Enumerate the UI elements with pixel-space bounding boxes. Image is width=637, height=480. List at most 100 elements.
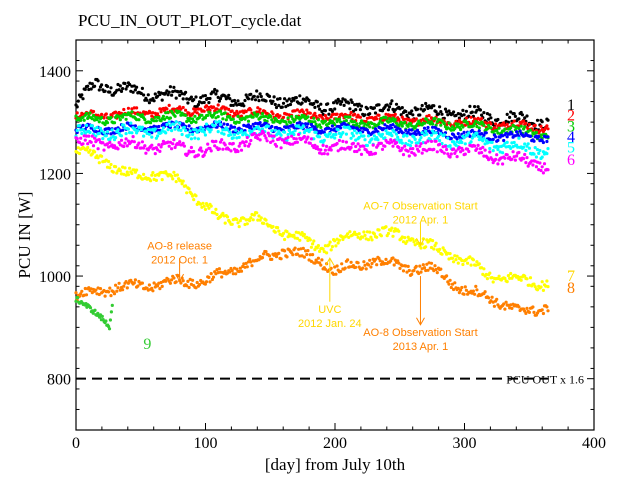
data-point-series-4	[133, 124, 137, 128]
data-point-series-6	[91, 144, 96, 148]
data-point-series-2	[184, 108, 188, 112]
data-point-series-4	[496, 138, 500, 142]
data-point-series-2	[204, 104, 209, 108]
data-point-series-4	[393, 125, 397, 129]
data-point-series-5	[348, 127, 352, 131]
data-point-series-6	[171, 142, 175, 146]
data-point-series-2	[195, 111, 199, 115]
data-point-series-7	[93, 150, 97, 154]
data-point-series-8	[295, 252, 299, 256]
data-point-series-5	[266, 124, 270, 128]
data-point-series-4	[502, 138, 506, 143]
data-point-series-5	[286, 132, 290, 137]
data-point-series-7	[130, 171, 134, 176]
data-point-series-1	[333, 107, 337, 111]
data-point-series-5	[202, 130, 206, 134]
data-point-series-8	[126, 281, 130, 285]
data-point-series-1	[323, 109, 327, 113]
data-point-series-5	[83, 131, 87, 135]
data-point-series-5	[407, 139, 411, 143]
data-point-series-7	[179, 179, 183, 183]
data-point-series-5	[484, 138, 488, 143]
data-point-series-1	[208, 96, 212, 101]
data-point-series-1	[186, 101, 190, 105]
data-point-series-3	[391, 116, 395, 120]
data-point-series-1	[259, 94, 263, 99]
data-point-series-6	[445, 147, 449, 152]
data-point-series-8	[108, 286, 112, 290]
data-point-series-4	[462, 130, 466, 134]
data-point-series-3	[313, 120, 317, 124]
data-point-series-9	[91, 311, 95, 315]
data-point-series-4	[434, 126, 438, 130]
data-point-series-7	[86, 145, 90, 150]
data-point-series-1	[480, 113, 484, 117]
data-point-series-1	[485, 112, 489, 116]
data-point-series-8	[384, 257, 388, 261]
data-point-series-6	[413, 153, 417, 157]
data-point-series-5	[477, 138, 481, 142]
data-point-series-7	[318, 249, 322, 253]
data-point-series-4	[383, 123, 387, 127]
data-point-series-1	[400, 106, 404, 110]
data-point-series-3	[157, 116, 161, 120]
data-point-series-5	[225, 128, 230, 132]
data-point-series-8	[313, 261, 317, 265]
data-point-series-4	[230, 125, 234, 129]
data-point-series-8	[340, 262, 344, 266]
data-point-series-8	[368, 258, 372, 262]
data-point-series-8	[204, 280, 209, 284]
data-point-series-8	[277, 251, 281, 255]
data-point-series-6	[306, 135, 310, 139]
data-point-series-6	[239, 148, 244, 152]
data-point-series-3	[344, 119, 348, 123]
data-point-series-7	[123, 166, 127, 170]
data-point-series-2	[353, 112, 357, 116]
data-point-series-2	[167, 103, 171, 107]
data-point-series-1	[432, 104, 436, 108]
data-point-series-3	[221, 117, 225, 121]
data-point-series-8	[116, 286, 120, 290]
data-point-series-5	[365, 143, 369, 148]
data-point-series-5	[301, 124, 305, 128]
data-point-series-6	[454, 149, 458, 153]
data-point-series-6	[481, 145, 485, 149]
data-point-series-8	[532, 310, 536, 314]
data-point-series-8	[346, 258, 350, 262]
data-point-series-3	[528, 128, 533, 132]
data-point-series-8	[234, 272, 238, 276]
data-point-series-6	[380, 147, 385, 151]
data-point-series-7	[403, 236, 407, 240]
data-point-series-8	[370, 261, 374, 266]
data-point-series-6	[397, 145, 401, 150]
data-point-series-1	[347, 101, 351, 105]
data-point-series-1	[244, 93, 248, 97]
data-point-series-6	[188, 150, 192, 154]
data-point-series-5	[93, 127, 97, 131]
data-point-series-6	[354, 144, 358, 149]
data-point-series-7	[438, 247, 442, 251]
data-point-series-7	[180, 182, 184, 186]
data-point-series-4	[253, 121, 258, 125]
data-point-series-1	[116, 82, 120, 87]
data-point-series-6	[272, 134, 276, 138]
data-point-series-1	[394, 102, 399, 106]
data-point-series-7	[242, 216, 246, 220]
data-point-series-7	[172, 170, 176, 174]
data-point-series-3	[135, 118, 139, 122]
series-label-4: 4	[567, 129, 575, 146]
data-point-series-1	[313, 105, 317, 109]
data-point-series-7	[366, 238, 371, 242]
data-point-series-6	[531, 163, 535, 167]
data-point-series-1	[211, 90, 216, 94]
data-point-series-1	[280, 105, 284, 109]
data-point-series-4	[157, 124, 161, 129]
data-point-series-6	[517, 150, 521, 155]
data-point-series-5	[432, 131, 436, 135]
data-point-series-6	[429, 139, 434, 143]
data-point-series-1	[330, 109, 334, 113]
data-point-series-8	[354, 265, 358, 269]
data-point-series-5	[293, 129, 297, 133]
data-point-series-7	[140, 177, 144, 181]
data-point-series-6	[265, 139, 269, 143]
